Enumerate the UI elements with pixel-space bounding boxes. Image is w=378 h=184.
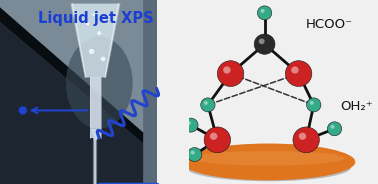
Circle shape bbox=[101, 56, 106, 61]
Ellipse shape bbox=[192, 151, 345, 166]
Circle shape bbox=[307, 98, 321, 112]
Circle shape bbox=[291, 66, 299, 74]
Circle shape bbox=[204, 127, 231, 153]
Circle shape bbox=[92, 13, 95, 16]
Circle shape bbox=[254, 34, 275, 54]
Polygon shape bbox=[0, 22, 143, 184]
Ellipse shape bbox=[181, 144, 355, 180]
Ellipse shape bbox=[186, 154, 351, 181]
Circle shape bbox=[257, 6, 272, 20]
Circle shape bbox=[327, 122, 342, 136]
Circle shape bbox=[88, 49, 94, 54]
Circle shape bbox=[330, 125, 335, 129]
Polygon shape bbox=[90, 129, 101, 140]
Circle shape bbox=[299, 133, 306, 140]
Polygon shape bbox=[0, 7, 143, 144]
Circle shape bbox=[259, 38, 265, 44]
Circle shape bbox=[204, 101, 208, 105]
Text: Liquid jet XPS: Liquid jet XPS bbox=[38, 11, 153, 26]
Text: OH₂⁺: OH₂⁺ bbox=[340, 100, 373, 113]
Circle shape bbox=[217, 61, 244, 86]
Polygon shape bbox=[90, 77, 101, 138]
Circle shape bbox=[187, 121, 191, 125]
Circle shape bbox=[187, 148, 202, 162]
Polygon shape bbox=[0, 0, 143, 132]
Circle shape bbox=[293, 127, 319, 153]
Ellipse shape bbox=[66, 37, 133, 129]
Circle shape bbox=[19, 106, 27, 114]
Circle shape bbox=[310, 101, 314, 105]
Polygon shape bbox=[71, 4, 120, 77]
Circle shape bbox=[285, 61, 312, 86]
Text: HCOO⁻: HCOO⁻ bbox=[306, 18, 353, 31]
Circle shape bbox=[223, 66, 231, 74]
FancyBboxPatch shape bbox=[0, 0, 156, 184]
Circle shape bbox=[191, 151, 195, 155]
Circle shape bbox=[201, 98, 215, 112]
Circle shape bbox=[86, 22, 90, 26]
Circle shape bbox=[260, 9, 265, 13]
Circle shape bbox=[210, 133, 217, 140]
Circle shape bbox=[97, 31, 102, 36]
Circle shape bbox=[184, 118, 198, 132]
